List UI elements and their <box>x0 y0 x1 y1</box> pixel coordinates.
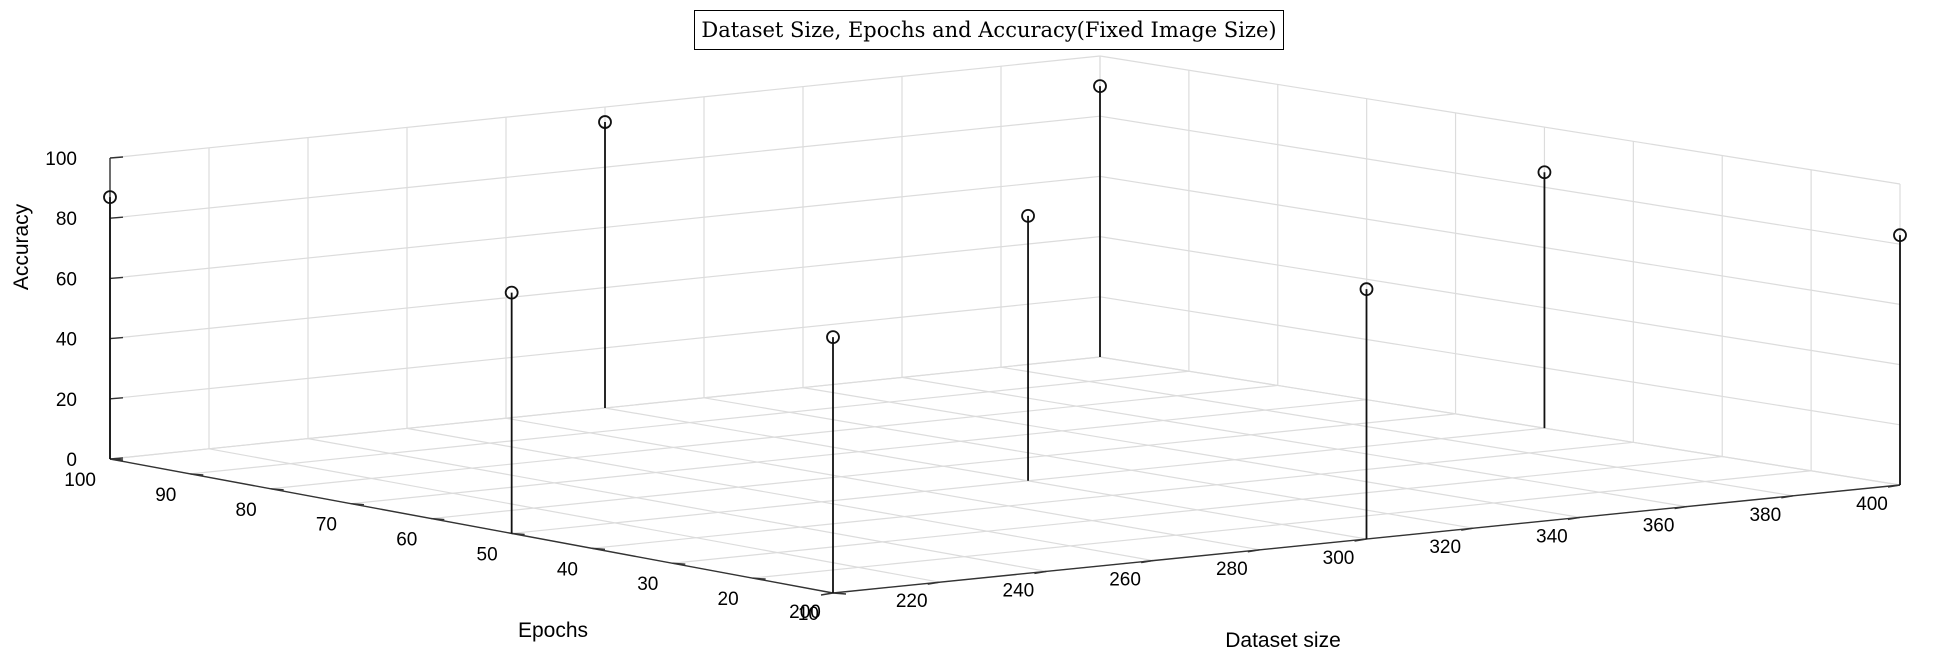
floor-grid-line-x <box>901 376 1687 508</box>
y-axis-label: Epochs <box>518 619 588 642</box>
z-tick-mark <box>109 216 124 219</box>
z-tick-label: 100 <box>45 149 77 170</box>
z-axis-label: Accuracy <box>10 203 33 290</box>
z-tick-mark <box>109 156 124 159</box>
side-wall-grid-horizontal <box>1099 356 1901 486</box>
floor-grid-line-y <box>672 455 1723 564</box>
side-wall-grid-horizontal <box>1099 55 1901 185</box>
x-tick-label: 260 <box>1109 570 1141 591</box>
side-wall-grid-horizontal <box>1099 115 1901 245</box>
x-tick-mark <box>1461 527 1474 531</box>
y-tick-mark <box>350 502 365 506</box>
y-tick-label: 60 <box>396 530 417 551</box>
floor-grid-line-x <box>208 448 940 583</box>
y-tick-label: 20 <box>718 589 739 610</box>
x-tick-label: 280 <box>1216 559 1248 580</box>
side-wall-grid-horizontal <box>1099 296 1901 426</box>
x-tick-label: 400 <box>1856 494 1888 515</box>
stem-marker <box>1021 208 1035 223</box>
x-tick-label: 300 <box>1323 548 1355 569</box>
y-tick-mark <box>511 532 525 536</box>
floor-grid-line-x <box>802 387 1580 518</box>
x-tick-label: 380 <box>1749 505 1781 526</box>
x-tick-mark <box>1674 505 1687 510</box>
z-tick-mark <box>109 336 124 340</box>
x-tick-mark <box>927 581 940 585</box>
y-tick-label: 10 <box>798 604 819 625</box>
chart-title: Dataset Size, Epochs and Accuracy(Fixed … <box>694 10 1284 50</box>
y-tick-mark <box>270 488 284 491</box>
side-wall-grid-horizontal <box>1099 236 1901 366</box>
x-tick-mark <box>1140 559 1154 564</box>
y-tick-mark <box>672 562 686 565</box>
floor-grid-line-y <box>591 441 1634 549</box>
z-tick-label: 60 <box>56 269 77 290</box>
z-tick-label: 80 <box>56 209 77 230</box>
y-tick-label: 50 <box>477 544 498 565</box>
side-wall-grid-horizontal <box>1099 175 1901 305</box>
y-tick-mark <box>591 547 606 551</box>
y-tick-label: 80 <box>236 500 257 521</box>
y-axis-line <box>109 458 834 594</box>
floor-grid-line-x <box>406 427 1154 562</box>
floor-grid-line-y <box>350 399 1367 505</box>
y-tick-label: 30 <box>637 574 658 595</box>
floor-grid-line-x <box>505 417 1260 551</box>
x-tick-label: 220 <box>896 591 928 612</box>
x-tick-mark <box>1354 538 1367 542</box>
floor-grid-line-y <box>270 384 1278 490</box>
floor-grid-line-y <box>752 470 1812 579</box>
x-tick-label: 360 <box>1643 516 1675 537</box>
x-tick-label: 320 <box>1429 537 1461 558</box>
y-tick-label: 40 <box>557 559 578 580</box>
x-tick-label: 200 <box>789 602 821 623</box>
stem-marker <box>1537 165 1552 180</box>
y-tick-label: 100 <box>64 470 96 491</box>
stem-marker <box>598 115 612 129</box>
floor-grid-line-x <box>1000 366 1794 497</box>
stem-marker <box>103 190 117 205</box>
y-tick-label: 90 <box>155 485 176 506</box>
stem-marker <box>1093 79 1107 93</box>
stem-marker <box>504 285 519 300</box>
z-tick-mark <box>109 276 124 280</box>
z-tick-label: 20 <box>56 390 77 411</box>
z-tick-label: 40 <box>56 330 77 351</box>
stem-marker <box>1893 228 1907 243</box>
x-tick-mark <box>820 592 834 596</box>
floor-grid-line-x <box>604 407 1367 540</box>
z-tick-mark <box>109 397 124 400</box>
floor-grid-line-x <box>703 397 1474 529</box>
x-tick-mark <box>1247 549 1260 553</box>
x-tick-label: 340 <box>1536 526 1568 547</box>
x-tick-label: 240 <box>1003 580 1035 601</box>
y-tick-mark <box>752 577 766 580</box>
y-tick-mark <box>190 473 204 476</box>
x-axis-label: Dataset size <box>1225 629 1341 652</box>
z-tick-label: 0 <box>66 450 77 471</box>
stem-marker <box>826 330 840 345</box>
x-tick-mark <box>1781 495 1794 499</box>
floor-grid-line-y <box>190 370 1189 475</box>
x-tick-mark <box>1034 570 1047 575</box>
y-tick-label: 70 <box>316 515 337 536</box>
floor-grid-line-x <box>307 438 1047 572</box>
z-tick-mark <box>109 457 124 460</box>
stem-marker <box>1359 282 1374 297</box>
back-wall-grid-horizontal <box>109 55 1101 159</box>
y-tick-mark <box>431 517 445 521</box>
x-tick-mark <box>1567 516 1581 521</box>
x-tick-mark <box>1887 484 1901 488</box>
floor-grid-line-y <box>431 413 1456 520</box>
y-tick-mark <box>832 592 847 595</box>
